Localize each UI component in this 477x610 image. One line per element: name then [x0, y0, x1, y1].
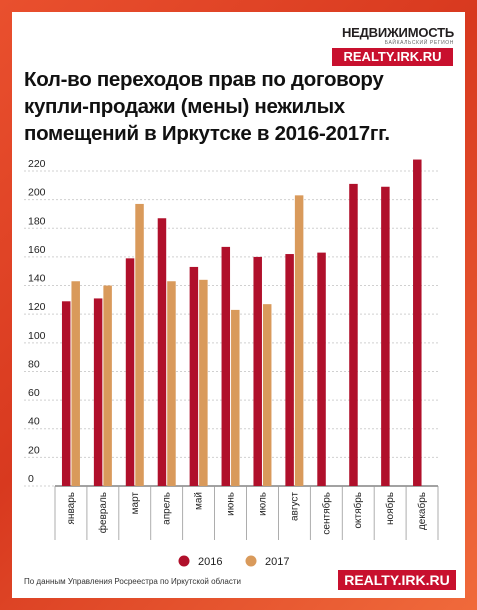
logo-name: НЕДВИЖИМОСТЬ — [341, 25, 454, 40]
x-tick-label: апрель — [162, 492, 173, 525]
y-tick-label: 160 — [28, 244, 46, 256]
y-tick-label: 120 — [28, 301, 46, 313]
bar-2016-июнь — [221, 246, 231, 486]
y-tick-label: 80 — [28, 358, 40, 370]
logo-subtitle: БАЙКАЛЬСКИЙ РЕГИОН — [384, 40, 454, 46]
y-tick-label: 140 — [28, 273, 46, 285]
y-tick-label: 60 — [28, 387, 40, 399]
y-tick-label: 180 — [28, 215, 46, 227]
bar-2017-август — [294, 195, 304, 486]
bar-2016-май — [189, 266, 199, 486]
y-tick-label: 220 — [28, 158, 46, 170]
source-note: По данным Управления Росреестра по Иркут… — [24, 577, 242, 586]
bar-2016-февраль — [93, 298, 103, 486]
bar-2017-апрель — [167, 281, 176, 486]
legend-swatch-2016 — [178, 555, 190, 567]
footer-url[interactable]: REALTY.IRK.RU — [338, 570, 456, 590]
bar-2016-декабрь — [413, 159, 422, 486]
bar-2016-январь — [61, 301, 71, 486]
bar-2017-март — [135, 203, 144, 486]
bar-2016-август — [285, 254, 294, 486]
x-tick-label: март — [130, 492, 141, 515]
x-tick-label: ноябрь — [384, 492, 396, 525]
chart-title: Кол-во переходов прав по договору купли-… — [24, 68, 390, 145]
x-tick-label: февраль — [97, 492, 109, 533]
y-tick-label: 200 — [28, 187, 46, 199]
bar-2016-июль — [253, 256, 262, 486]
x-tick-label: май — [194, 492, 205, 510]
legend-swatch-2017 — [245, 555, 257, 567]
y-tick-label: 40 — [28, 416, 40, 428]
bar-2017-май — [199, 279, 208, 486]
y-tick-label: 0 — [28, 473, 34, 485]
bar-2017-январь — [71, 281, 80, 486]
y-tick-label: 20 — [28, 444, 40, 456]
x-tick-label: сентябрь — [320, 492, 332, 535]
x-tick-label: январь — [66, 492, 77, 524]
legend-label-2016: 2016 — [198, 556, 222, 568]
bar-2016-апрель — [157, 218, 167, 486]
bar-2017-июнь — [231, 309, 240, 486]
bar-2017-февраль — [103, 285, 112, 486]
x-tick-label: октябрь — [352, 492, 364, 529]
x-tick-label: июнь — [226, 492, 237, 516]
bar-2016-ноябрь — [381, 186, 390, 486]
bar-2016-март — [125, 258, 135, 486]
legend-label-2017: 2017 — [265, 556, 289, 568]
x-tick-label: август — [289, 492, 300, 521]
logo-url[interactable]: REALTY.IRK.RU — [332, 48, 453, 66]
y-tick-label: 100 — [28, 330, 46, 342]
bar-2017-июль — [262, 304, 272, 486]
bar-2016-октябрь — [349, 183, 358, 487]
bar-2016-сентябрь — [317, 252, 326, 486]
x-tick-label: июль — [257, 492, 268, 516]
x-tick-label: декабрь — [416, 492, 428, 530]
